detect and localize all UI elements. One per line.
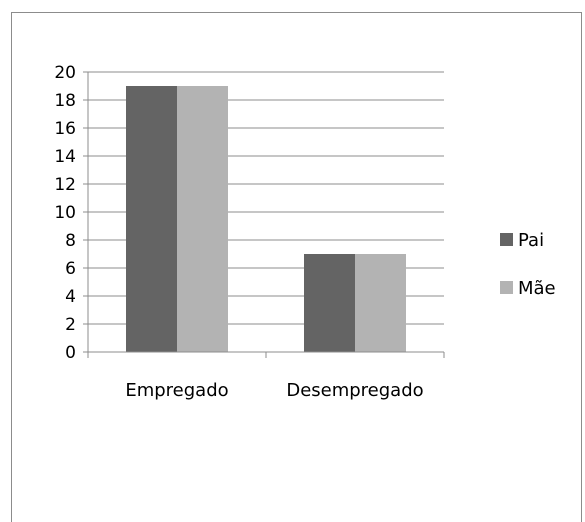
x-category-label: Desempregado: [286, 380, 423, 401]
legend-swatch-pai: [500, 233, 513, 246]
chart-frame: [11, 12, 582, 522]
y-tick-label: 18: [54, 91, 76, 111]
bar-chart: 0 2 4 6 8 10 12 14 16 18 20 Empregado Desempregado Pa…: [54, 63, 556, 401]
y-tick-label: 2: [65, 315, 76, 335]
y-tick-label: 0: [65, 343, 76, 363]
bar-pai-desempregado: [304, 254, 355, 352]
legend-label: Mãe: [518, 278, 556, 299]
bar-me-desempregado: [355, 254, 406, 352]
y-tick-label: 4: [65, 287, 76, 307]
y-tick-label: 12: [54, 175, 76, 195]
bar-me-empregado: [177, 86, 228, 352]
y-tick-label: 6: [65, 259, 76, 279]
y-tick-label: 8: [65, 231, 76, 251]
y-tick-label: 16: [54, 119, 76, 139]
legend-label: Pai: [518, 230, 544, 251]
y-tick-label: 10: [54, 203, 76, 223]
y-tick-label: 20: [54, 63, 76, 83]
x-category-label: Empregado: [125, 380, 228, 401]
y-tick-label: 14: [54, 147, 76, 167]
bar-pai-empregado: [126, 86, 177, 352]
legend-swatch-me: [500, 281, 513, 294]
